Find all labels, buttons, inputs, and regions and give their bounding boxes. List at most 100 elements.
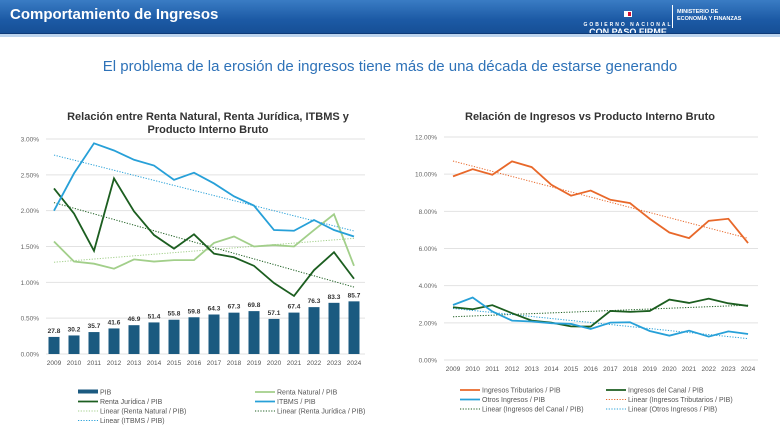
legend-label: PIB (100, 390, 112, 397)
y-tick-label: 2.50% (21, 172, 40, 179)
x-tick-label: 2017 (603, 366, 618, 373)
y-tick-label: 1.50% (21, 244, 40, 251)
bar-data-label: 76.3 (308, 298, 321, 305)
series-line (452, 297, 749, 328)
bar-pib (208, 314, 220, 354)
legend-label: Linear (ITBMS / PIB) (100, 418, 165, 425)
x-tick-label: 2024 (741, 366, 756, 373)
x-tick-label: 2013 (127, 360, 142, 367)
bar-data-label: 67.4 (288, 304, 301, 311)
legend-label: Linear (Renta Jurídica / PIB) (277, 409, 365, 416)
x-tick-label: 2022 (307, 360, 322, 367)
header-bar: Comportamiento de Ingresos GOBIERNO NACI… (0, 0, 780, 37)
x-tick-label: 2020 (662, 366, 677, 373)
bar-pib (248, 311, 260, 354)
bar-data-label: 83.3 (328, 294, 341, 301)
x-tick-label: 2019 (247, 360, 262, 367)
bar-data-label: 57.1 (268, 310, 281, 317)
header-strip (0, 33, 780, 37)
legend-label: Linear (Otros Ingresos / PIB) (628, 407, 717, 414)
bar-pib (128, 325, 140, 354)
y-tick-label: 12.00% (415, 135, 437, 142)
flag-icon (624, 11, 632, 17)
legend-label: Ingresos Tributarios / PIB (482, 388, 561, 395)
government-logo: GOBIERNO NACIONAL CON PASO FIRME (578, 4, 678, 37)
x-tick-label: 2009 (47, 360, 62, 367)
x-tick-label: 2014 (544, 366, 559, 373)
series-line (452, 296, 749, 338)
legend-label: ITBMS / PIB (277, 399, 316, 406)
bar-data-label: 46.9 (128, 316, 141, 323)
y-tick-label: 0.00% (419, 358, 438, 365)
bar-pib (188, 317, 200, 354)
bar-pib (268, 318, 280, 354)
y-tick-label: 2.00% (419, 320, 438, 327)
legend-label: Linear (Ingresos Tributarios / PIB) (628, 397, 733, 404)
x-tick-label: 2017 (207, 360, 222, 367)
bar-pib (168, 319, 180, 354)
x-tick-label: 2020 (267, 360, 282, 367)
y-tick-label: 3.00% (21, 137, 40, 144)
trendline (53, 237, 355, 263)
x-tick-label: 2022 (701, 366, 716, 373)
bar-pib (148, 322, 160, 354)
y-tick-label: 0.00% (21, 352, 40, 359)
legend-label: Linear (Renta Natural / PIB) (100, 409, 186, 416)
y-tick-label: 0.50% (21, 316, 40, 323)
chart-title: Producto Interno Bruto (148, 124, 269, 136)
page-title: Comportamiento de Ingresos (10, 6, 219, 23)
x-tick-label: 2012 (505, 366, 520, 373)
x-tick-label: 2009 (446, 366, 461, 373)
trendline (452, 160, 749, 239)
bar-pib (228, 312, 240, 354)
bar-data-label: 64.3 (208, 306, 221, 313)
bar-data-label: 27.8 (48, 328, 61, 335)
bar-data-label: 41.6 (108, 319, 121, 326)
ministry-logo: MINISTERIO DE ECONOMÍA Y FINANZAS (677, 9, 741, 23)
y-tick-label: 4.00% (419, 283, 438, 290)
bar-data-label: 69.8 (248, 302, 261, 309)
x-tick-label: 2011 (485, 366, 499, 373)
legend-label: Otros Ingresos / PIB (482, 397, 545, 404)
bar-pib (348, 301, 360, 354)
series-line (53, 142, 355, 238)
x-tick-label: 2024 (347, 360, 362, 367)
x-tick-label: 2019 (642, 366, 657, 373)
bar-data-label: 30.2 (68, 326, 81, 333)
x-tick-label: 2018 (227, 360, 242, 367)
series-line (53, 176, 355, 298)
logo-line2: CON PASO FIRME (589, 27, 667, 37)
x-tick-label: 2021 (287, 360, 302, 367)
bar-pib (88, 332, 100, 354)
chart-title: Relación de Ingresos vs Producto Interno… (465, 111, 715, 123)
bar-pib (68, 335, 80, 354)
series-line (53, 212, 355, 270)
series-line (452, 160, 749, 244)
legend-label: Renta Jurídica / PIB (100, 399, 163, 406)
bar-pib (308, 307, 320, 354)
x-tick-label: 2011 (87, 360, 101, 367)
ministry-line1: MINISTERIO DE (677, 9, 719, 15)
x-tick-label: 2010 (67, 360, 82, 367)
x-tick-label: 2013 (524, 366, 539, 373)
trendline (53, 154, 355, 232)
bar-data-label: 67.3 (228, 304, 241, 311)
x-tick-label: 2016 (583, 366, 598, 373)
x-tick-label: 2014 (147, 360, 162, 367)
subtitle: El problema de la erosión de ingresos ti… (102, 58, 678, 75)
logo-line1: GOBIERNO NACIONAL (583, 22, 673, 28)
x-tick-label: 2021 (682, 366, 697, 373)
y-tick-label: 8.00% (419, 209, 438, 216)
bar-data-label: 55.8 (168, 311, 181, 318)
bar-data-label: 59.8 (188, 308, 201, 315)
y-tick-label: 6.00% (419, 246, 438, 253)
legend-label: Renta Natural / PIB (277, 390, 338, 397)
legend-label: Linear (Ingresos del Canal / PIB) (482, 407, 584, 414)
x-tick-label: 2016 (187, 360, 202, 367)
bar-pib (108, 328, 120, 354)
x-tick-label: 2012 (107, 360, 122, 367)
y-tick-label: 2.00% (21, 208, 40, 215)
ministry-line2: ECONOMÍA Y FINANZAS (677, 16, 742, 22)
x-tick-label: 2010 (465, 366, 480, 373)
